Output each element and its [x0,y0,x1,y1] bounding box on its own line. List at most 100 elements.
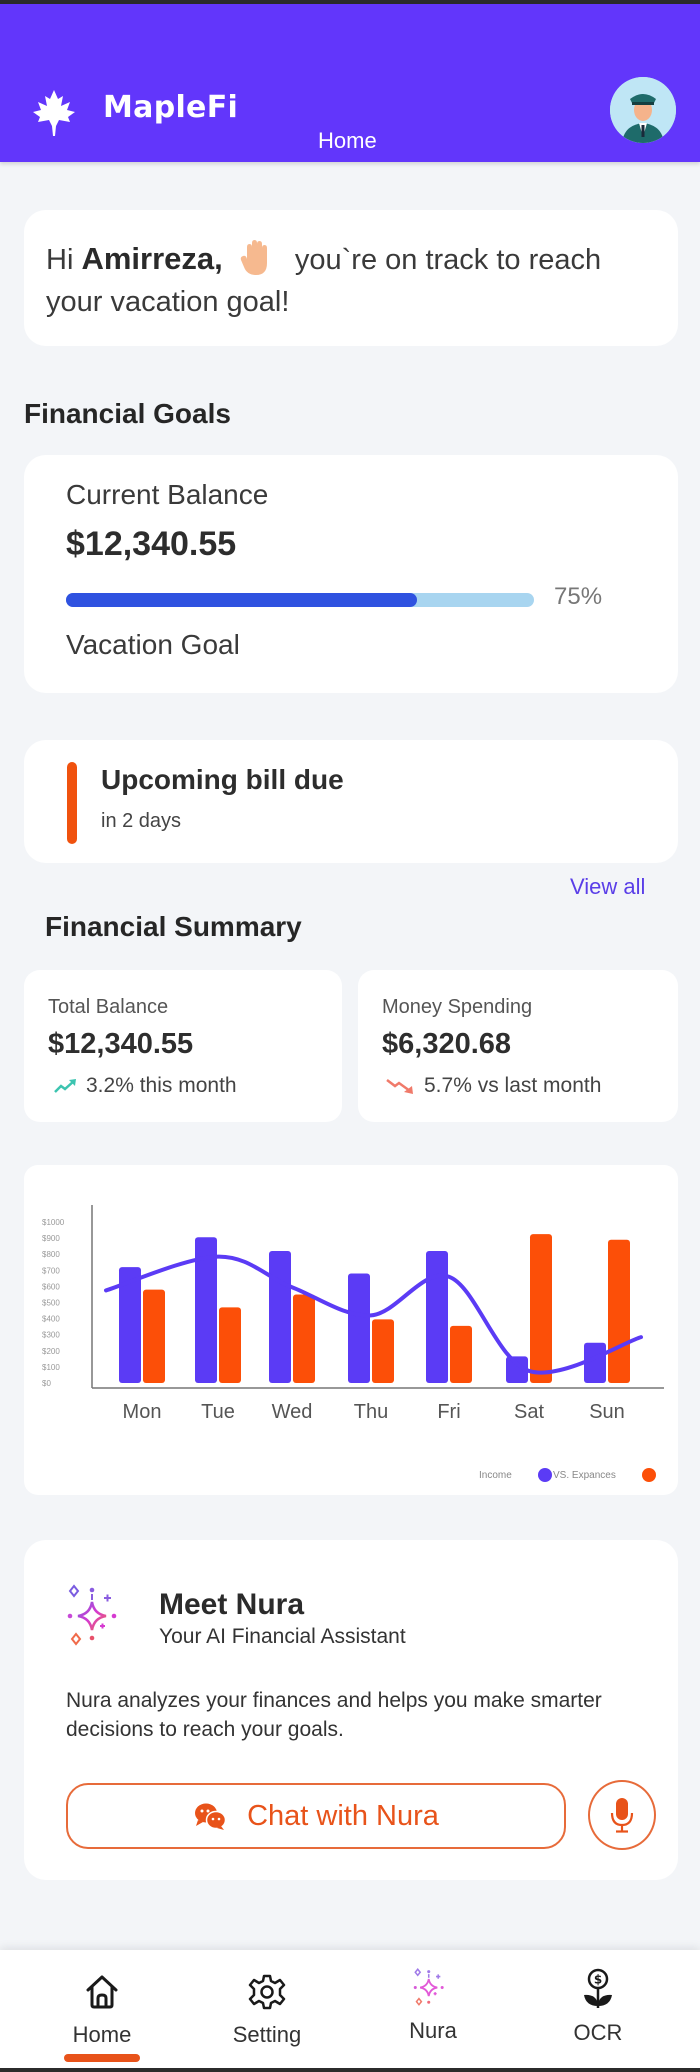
sparkles-icon [67,1584,117,1646]
income-bar [426,1250,448,1383]
expense-bar [450,1325,472,1383]
goal-progress-percent: 75% [554,583,603,610]
view-all-link[interactable]: View all [570,874,646,899]
money-spending-card[interactable]: Money Spending $6,320.68 5.7% vs last mo… [358,970,678,1122]
legend-expense-dot [642,1468,656,1482]
screen-bottom-edge [0,2068,700,2072]
income-bar [584,1342,606,1383]
x-tick-label: Tue [201,1401,235,1423]
goal-name: Vacation Goal [66,629,240,660]
user-avatar-icon [610,77,676,143]
x-tick-label: Sun [589,1401,625,1423]
brand-name: MapleFi [103,90,239,125]
expense-bar [143,1289,165,1383]
expense-bar [293,1294,315,1383]
expense-bar [530,1234,552,1383]
svg-text:$: $ [594,1973,602,1987]
bill-title: Upcoming bill due [101,764,344,795]
stat-value: $12,340.55 [48,1028,194,1060]
x-tick-label: Fri [437,1401,460,1423]
bar-chart: $1000 $900 $800 $700 $600 $500 $400 $300 $200 $10… [42,1205,664,1482]
nav-item-ocr[interactable]: $ OCR [538,1950,658,2068]
bill-due-text: in 2 days [101,810,182,832]
svg-text:$800: $800 [42,1250,60,1259]
trend-down-icon [386,1079,413,1094]
greeting-message: you`re on track to reach your vacation g… [46,244,602,318]
greeting-prefix: Hi [46,244,74,276]
alert-accent-bar [67,762,77,844]
income-bar [348,1273,370,1383]
current-balance-label: Current Balance [66,479,269,510]
financial-summary-title: Financial Summary [45,911,302,942]
money-plant-icon: $ [584,1968,612,2008]
income-bar [269,1250,291,1383]
svg-text:$700: $700 [42,1266,60,1275]
goal-progress-fill [66,593,417,607]
avatar[interactable] [610,77,676,143]
waving-hand-icon [240,240,267,275]
stat-label: Total Balance [48,996,169,1018]
goal-progress-bar [66,593,534,607]
financial-goal-card[interactable]: Current Balance $12,340.55 75% Vacation … [24,455,678,693]
nura-subtitle: Your AI Financial Assistant [159,1625,406,1648]
gear-icon [248,1974,286,2010]
svg-text:$400: $400 [42,1315,60,1324]
svg-text:$1000: $1000 [42,1218,65,1227]
nav-label: OCR [573,2020,623,2045]
chat-button-label: Chat with Nura [247,1799,439,1832]
svg-text:$500: $500 [42,1299,60,1308]
status-bar-edge [0,0,700,4]
income-bar [195,1237,217,1383]
home-icon [86,1975,118,2009]
trend-up-icon [54,1079,76,1093]
greeting-card: Hi Amirreza, you`re on track to reach yo… [24,210,678,346]
microphone-icon [610,1798,634,1833]
nav-label: Setting [232,2022,302,2047]
svg-text:$100: $100 [42,1363,60,1372]
income-bar [506,1356,528,1383]
financial-goals-title: Financial Goals [24,398,231,429]
x-tick-label: Mon [123,1401,162,1423]
stat-value: $6,320.68 [382,1028,512,1060]
expense-bar [219,1307,241,1383]
current-balance-value: $12,340.55 [66,525,237,563]
nav-label: Nura [409,2018,457,2043]
sparkles-icon [413,1968,444,2006]
svg-text:$300: $300 [42,1331,60,1340]
chat-with-nura-button[interactable]: Chat with Nura [66,1783,566,1849]
nav-item-nura[interactable]: Nura [373,1950,493,2068]
expense-bar [608,1239,630,1383]
trend-line [104,1254,643,1375]
svg-text:$900: $900 [42,1234,60,1243]
nura-title: Meet Nura [159,1588,305,1621]
stat-change: 5.7% vs last month [424,1074,602,1097]
nura-description: Nura analyzes your finances and helps yo… [66,1689,602,1741]
income-expense-chart: $1000 $900 $800 $700 $600 $500 $400 $300 $200 $10… [24,1165,678,1495]
income-bar [119,1267,141,1383]
svg-text:$600: $600 [42,1282,60,1291]
chat-bubbles-icon [195,1803,227,1830]
x-tick-label: Sat [514,1401,544,1423]
bottom-navigation: Home Setting Nura $ OC [0,1950,700,2068]
nura-assistant-card: Meet Nura Your AI Financial Assistant Nu… [24,1540,678,1880]
upcoming-bill-card[interactable]: Upcoming bill due in 2 days [24,740,678,863]
maple-leaf-icon [33,90,75,136]
active-tab-indicator [64,2054,140,2062]
microphone-button[interactable] [588,1780,656,1850]
nav-label: Home [72,2022,132,2047]
legend-income-dot [538,1468,552,1482]
total-balance-card[interactable]: Total Balance $12,340.55 3.2% this month [24,970,342,1122]
nav-item-setting[interactable]: Setting [207,1950,327,2068]
app-header: MapleFi Home [0,4,700,162]
svg-text:$0: $0 [42,1379,51,1388]
stat-change: 3.2% this month [86,1074,237,1097]
stat-label: Money Spending [382,996,533,1018]
x-tick-label: Thu [354,1401,388,1423]
expense-bar [372,1319,394,1383]
nav-item-home[interactable]: Home [42,1950,162,2068]
page-title: Home [318,128,377,153]
x-tick-label: Wed [272,1401,313,1423]
legend-income-label: Income [479,1470,512,1481]
legend-expense-label: VS. Expances [553,1470,616,1481]
svg-text:$200: $200 [42,1347,60,1356]
